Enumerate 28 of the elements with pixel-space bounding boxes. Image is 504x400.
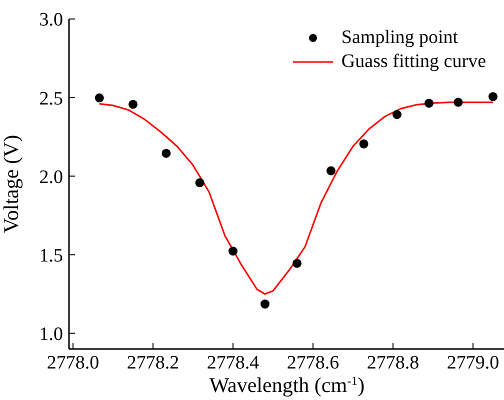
x-tick-label: 2779.0 xyxy=(446,352,500,374)
point xyxy=(326,166,336,176)
point xyxy=(292,258,302,268)
point xyxy=(94,93,104,102)
point xyxy=(424,98,434,108)
point xyxy=(359,139,368,148)
x-tick-label: 2778.4 xyxy=(206,352,260,374)
x-tick-label: 2778.8 xyxy=(366,352,420,374)
y-tick-label: 1.5 xyxy=(39,245,63,266)
y-tick-label: 3.0 xyxy=(39,10,63,31)
point xyxy=(228,246,238,256)
x-tick-label: 2778.6 xyxy=(286,352,340,374)
y-tick-label: 2.5 xyxy=(39,88,63,110)
point xyxy=(195,178,204,188)
point xyxy=(392,110,402,120)
point xyxy=(128,100,138,109)
legend-label: Sampling point xyxy=(341,26,458,50)
legend-label: Guass fitting curve xyxy=(341,50,486,74)
point xyxy=(488,92,498,102)
x-axis-title: Wavelength (cm$^{-1}$) xyxy=(209,373,365,397)
x-tick-label: 2778.0 xyxy=(46,352,100,374)
x-tick-label: 2778.2 xyxy=(126,352,180,374)
y-axis-title: Voltage (V) xyxy=(0,134,23,234)
y-tick-label: 2.0 xyxy=(39,166,63,188)
point xyxy=(454,98,463,107)
point xyxy=(260,300,270,309)
point xyxy=(162,148,171,158)
y-tick-label: 1.0 xyxy=(39,324,63,346)
